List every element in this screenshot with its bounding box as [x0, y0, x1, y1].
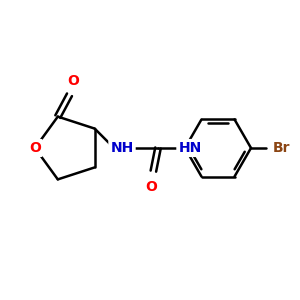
Text: NH: NH	[110, 141, 134, 155]
Text: HN: HN	[178, 141, 202, 155]
Text: Br: Br	[272, 141, 290, 155]
Text: O: O	[145, 180, 157, 194]
Text: O: O	[29, 141, 41, 155]
Text: O: O	[67, 74, 79, 88]
